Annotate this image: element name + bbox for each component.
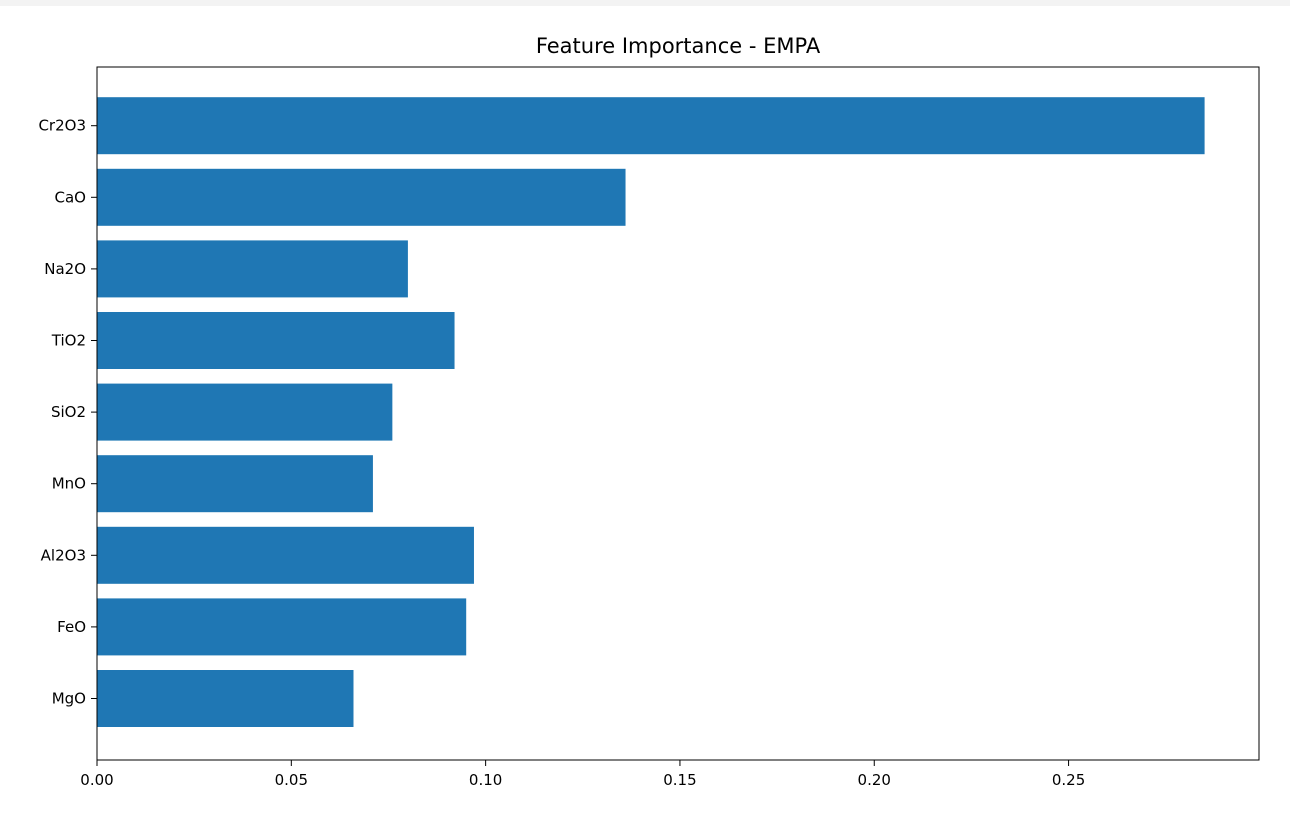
bar-cao <box>97 168 626 226</box>
y-tick-label-na2o: Na2O <box>44 260 86 278</box>
x-tick-label: 0.05 <box>275 771 308 789</box>
x-tick-label: 0.10 <box>469 771 502 789</box>
y-tick-label-cr2o3: Cr2O3 <box>38 117 86 135</box>
x-tick-label: 0.20 <box>858 771 891 789</box>
bar-na2o <box>97 240 408 298</box>
bar-cr2o3 <box>97 97 1205 155</box>
bar-tio2 <box>97 312 455 369</box>
top-strip <box>0 0 1290 6</box>
y-tick-label-cao: CaO <box>55 188 86 206</box>
chart-title: Feature Importance - EMPA <box>536 34 821 58</box>
y-axis-ticks: MgO FeO Al2O3 MnO SiO2 TiO2 Na2O CaO Cr2O3 <box>38 117 97 708</box>
bar-sio2 <box>97 383 393 441</box>
y-tick-label-al2o3: Al2O3 <box>41 546 86 564</box>
x-tick-label: 0.00 <box>80 771 113 789</box>
y-tick-label-sio2: SiO2 <box>51 403 86 421</box>
x-tick-label: 0.15 <box>663 771 696 789</box>
y-tick-label-tio2: TiO2 <box>51 332 86 350</box>
bar-feo <box>97 598 467 656</box>
x-axis-ticks: 0.00 0.05 0.10 0.15 0.20 0.25 <box>80 760 1085 789</box>
y-tick-label-mno: MnO <box>52 475 86 493</box>
x-tick-label: 0.25 <box>1052 771 1085 789</box>
y-tick-label-feo: FeO <box>57 618 86 636</box>
bar-mno <box>97 455 373 513</box>
bar-mgo <box>97 670 354 727</box>
bar-group <box>97 97 1205 727</box>
bar-al2o3 <box>97 526 474 584</box>
plot-frame <box>96 66 1260 761</box>
y-tick-label-mgo: MgO <box>52 690 86 708</box>
